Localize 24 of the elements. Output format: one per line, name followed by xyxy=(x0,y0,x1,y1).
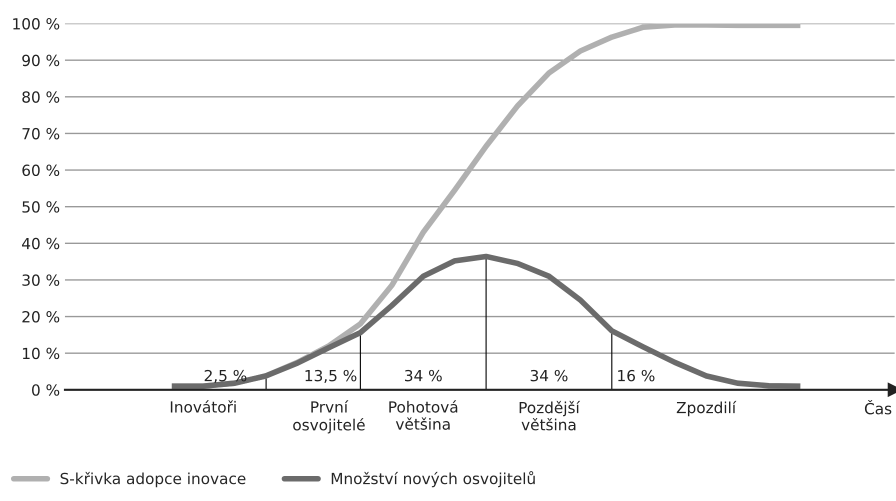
annotation: 16 % xyxy=(618,370,654,382)
y-tick-label: 0 % xyxy=(32,384,60,396)
y-tick-label: 90 % xyxy=(22,54,60,66)
y-tick-label: 100 % xyxy=(13,18,60,30)
y-tick-label: 20 % xyxy=(22,310,60,323)
legend-label: S-křivka adopce inovace xyxy=(60,472,246,488)
legend-label: Množství nových osvojitelů xyxy=(332,471,535,488)
x-axis-title: Čas xyxy=(864,400,892,414)
y-tick-label: 80 % xyxy=(22,91,60,103)
y-tick-label: 70 % xyxy=(22,128,60,140)
y-tick-label: 40 % xyxy=(22,238,60,250)
annotation: 2,5 % xyxy=(204,370,246,383)
x-tick-label: Inovátoři xyxy=(170,400,236,413)
y-tick-label: 10 % xyxy=(22,348,60,360)
annotation: 34 % xyxy=(404,370,442,382)
x-tick-label: Zpozdilí xyxy=(676,400,736,416)
x-tick-label: První osvojitelé xyxy=(293,400,365,434)
x-tick-label: Pohotová většina xyxy=(389,400,458,430)
y-tick-label: 60 % xyxy=(22,164,60,176)
y-tick-label: 50 % xyxy=(22,201,60,213)
y-tick-label: 30 % xyxy=(22,274,60,286)
x-tick-label: Pozdější většina xyxy=(520,400,580,430)
annotation: 34 % xyxy=(530,370,568,382)
annotation: 13,5 % xyxy=(306,370,356,383)
